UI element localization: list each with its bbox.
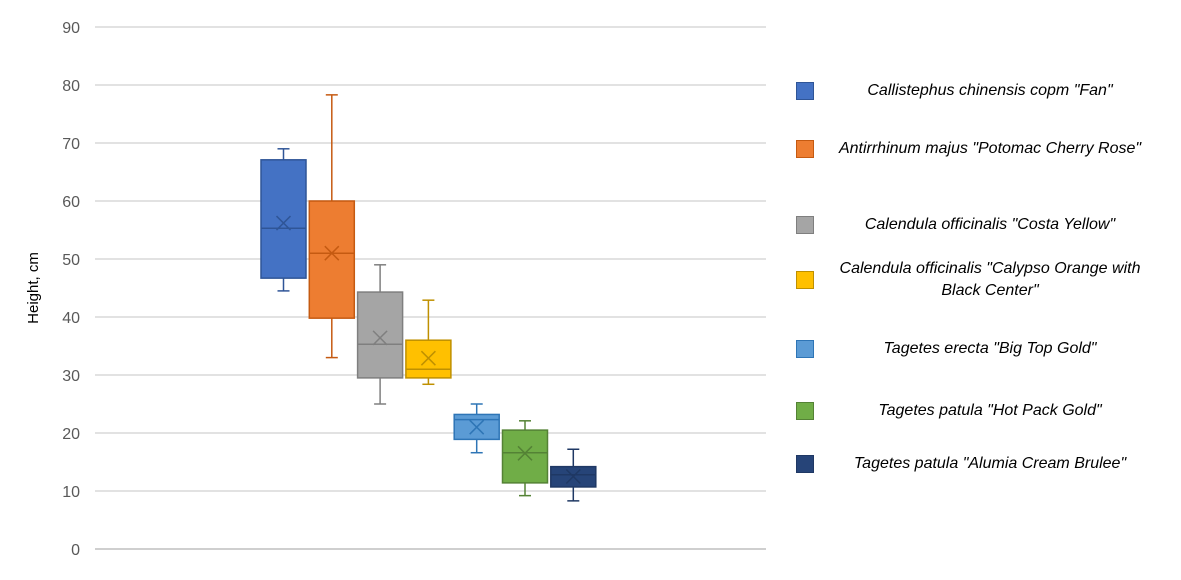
legend-label: Tagetes patula "Hot Pack Gold": [878, 402, 1102, 419]
legend-item: Calendula officinalis "Calypso Orange wi…: [796, 258, 1166, 302]
legend-swatch: [796, 216, 814, 234]
y-tick-label: 10: [62, 484, 80, 501]
box-4: [453, 403, 500, 454]
box-1: [308, 94, 356, 359]
y-tick-label: 90: [62, 20, 80, 37]
legend-swatch: [796, 140, 814, 158]
legend-label: Tagetes patula "Alumia Cream Brulee": [853, 455, 1127, 472]
box-6: [550, 448, 597, 502]
y-axis-label: Height, cm: [25, 252, 42, 324]
legend-item: Tagetes erecta "Big Top Gold": [796, 338, 1166, 360]
mean-marker: [469, 419, 485, 435]
box-0: [260, 148, 307, 292]
legend-swatch: [796, 82, 814, 100]
mean-marker: [517, 445, 533, 461]
y-tick-label: 50: [62, 252, 80, 269]
y-tick-label: 0: [71, 542, 80, 559]
mean-marker: [324, 245, 340, 261]
legend-swatch: [796, 402, 814, 420]
legend-item: Tagetes patula "Alumia Cream Brulee": [796, 453, 1166, 475]
y-tick-label: 80: [62, 78, 80, 95]
y-tick-label: 60: [62, 194, 80, 211]
legend-swatch: [796, 271, 814, 289]
iqr-box: [260, 159, 307, 279]
box-2: [356, 264, 404, 405]
legend-label: Antirrhinum majus "Potomac Cherry Rose": [838, 140, 1142, 157]
iqr-box: [308, 200, 356, 319]
legend-item: Callistephus chinensis copm "Fan": [796, 80, 1166, 102]
mean-marker: [275, 215, 292, 231]
mean-marker: [372, 330, 388, 346]
legend-label: Callistephus chinensis copm "Fan": [867, 82, 1113, 99]
box-5: [501, 420, 549, 497]
mean-marker: [565, 468, 581, 485]
legend-label: Calendula officinalis "Calypso Orange wi…: [839, 260, 1141, 299]
legend-label: Calendula officinalis "Costa Yellow": [864, 216, 1116, 233]
mean-marker: [420, 350, 436, 366]
legend-swatch: [796, 455, 814, 473]
iqr-box: [356, 291, 404, 379]
y-tick-label: 20: [62, 426, 80, 443]
legend-item: Antirrhinum majus "Potomac Cherry Rose": [796, 138, 1166, 160]
iqr-box: [501, 429, 549, 484]
legend-swatch: [796, 340, 814, 358]
y-tick-label: 30: [62, 368, 80, 385]
y-tick-label: 40: [62, 310, 80, 327]
legend-item: Calendula officinalis "Costa Yellow": [796, 214, 1166, 236]
box-3: [405, 299, 452, 386]
legend-item: Tagetes patula "Hot Pack Gold": [796, 400, 1166, 422]
legend-label: Tagetes erecta "Big Top Gold": [883, 340, 1097, 357]
y-tick-label: 70: [62, 136, 80, 153]
